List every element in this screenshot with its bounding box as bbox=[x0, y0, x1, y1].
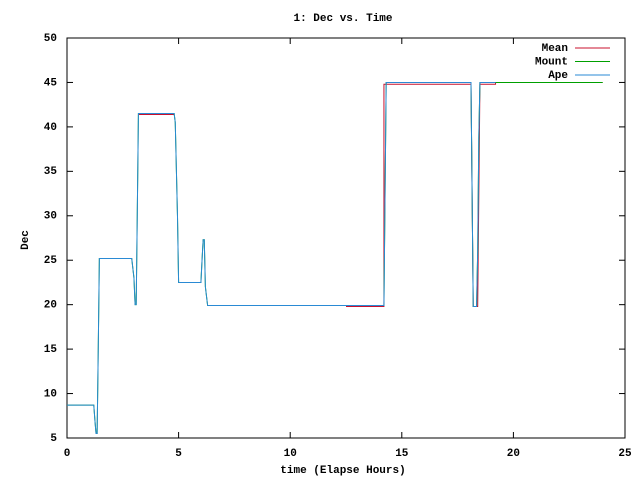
y-tick-label: 45 bbox=[44, 77, 58, 89]
y-tick-label: 40 bbox=[44, 122, 57, 134]
x-tick-label: 10 bbox=[284, 448, 297, 460]
legend-label: Mean bbox=[542, 43, 568, 55]
y-tick-label: 15 bbox=[44, 344, 58, 356]
x-tick-label: 5 bbox=[175, 448, 182, 460]
y-axis-label: Dec bbox=[20, 230, 32, 250]
y-tick-label: 5 bbox=[50, 433, 57, 445]
series-line bbox=[67, 81, 496, 435]
x-axis-label: time (Elapse Hours) bbox=[280, 465, 405, 477]
x-tick-label: 15 bbox=[395, 448, 409, 460]
y-tick-label: 10 bbox=[44, 388, 57, 400]
y-tick-label: 25 bbox=[44, 255, 58, 267]
x-tick-label: 20 bbox=[507, 448, 520, 460]
x-tick-label: 25 bbox=[618, 448, 632, 460]
legend-label: Ape bbox=[548, 70, 568, 82]
x-tick-label: 0 bbox=[64, 448, 71, 460]
y-tick-label: 30 bbox=[44, 211, 57, 223]
legend-label: Mount bbox=[535, 56, 568, 68]
y-tick-label: 50 bbox=[44, 33, 57, 45]
chart-title: 1: Dec vs. Time bbox=[293, 13, 392, 25]
y-tick-label: 35 bbox=[44, 166, 58, 178]
y-tick-label: 20 bbox=[44, 300, 57, 312]
plot-border bbox=[66, 37, 626, 439]
